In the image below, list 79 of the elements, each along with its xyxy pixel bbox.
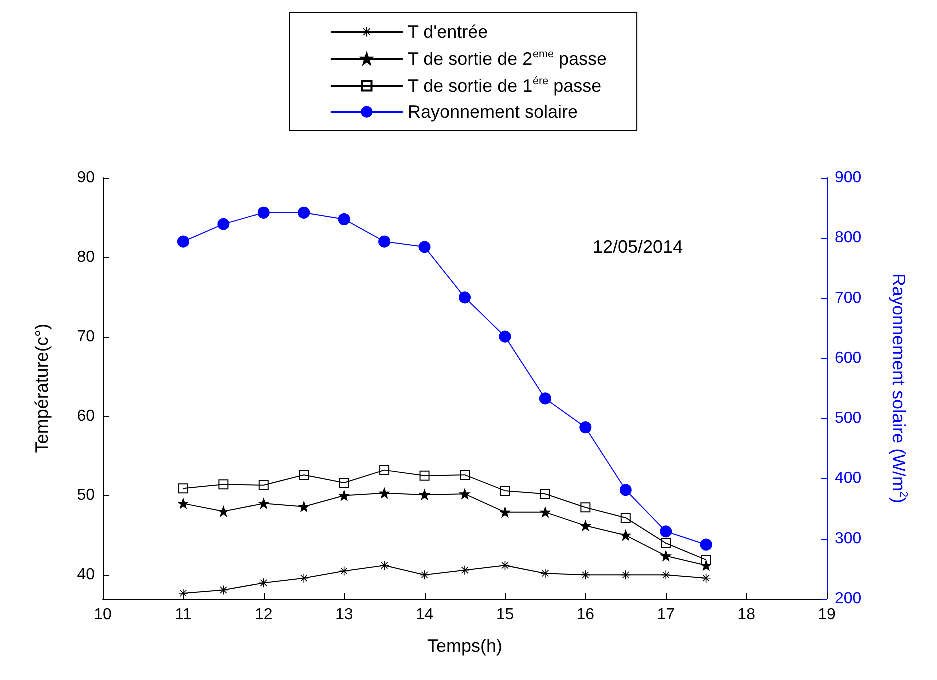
point (298, 206, 310, 219)
point (420, 490, 430, 500)
x-tick-label: 15 (496, 606, 514, 624)
point (662, 570, 671, 580)
point (178, 498, 188, 509)
point (620, 484, 632, 496)
point (661, 538, 672, 548)
y2-tick-label: 700 (835, 290, 862, 307)
point (620, 512, 631, 523)
point (500, 507, 510, 518)
point (380, 561, 390, 570)
y-tick-label: 40 (77, 566, 96, 584)
y2-tick-label: 400 (835, 470, 862, 488)
point (258, 480, 269, 490)
point (661, 551, 672, 562)
point (258, 206, 270, 219)
point (418, 241, 431, 254)
y2-tick-label: 300 (835, 530, 862, 548)
point (259, 578, 268, 588)
point (500, 486, 510, 496)
point (499, 330, 512, 343)
point (380, 488, 390, 498)
point (540, 489, 550, 500)
point (460, 489, 470, 500)
x-tick-label: 10 (94, 606, 112, 624)
point (258, 498, 269, 509)
point (299, 502, 310, 512)
point (580, 422, 592, 434)
point (660, 526, 672, 538)
point (420, 470, 430, 481)
y2-tick-label: 500 (835, 410, 862, 428)
point (299, 470, 310, 480)
legend-label: T d'entrée (408, 22, 488, 42)
y2-tick-label: 600 (835, 350, 862, 367)
point (338, 214, 350, 226)
point (300, 574, 309, 583)
point (380, 465, 390, 476)
point (701, 555, 712, 566)
y-tick-label: 90 (77, 170, 96, 186)
point (218, 218, 230, 230)
x-tick-label: 12 (254, 606, 273, 624)
point (580, 502, 591, 513)
annotation: 12/05/2014 (593, 237, 684, 257)
y2-tick-label: 800 (835, 230, 862, 247)
x-tick-label: 11 (175, 606, 192, 624)
point (540, 569, 550, 578)
y-tick-label: 70 (77, 328, 96, 346)
point (460, 566, 470, 575)
point (539, 392, 552, 405)
point (621, 570, 630, 580)
y-tick-label: 60 (77, 408, 96, 425)
legend-label: Rayonnement solaire (408, 102, 578, 122)
point (339, 478, 350, 488)
point (218, 480, 229, 490)
x-tick-label: 13 (335, 606, 354, 624)
point (702, 574, 711, 583)
point (700, 538, 712, 551)
y2-tick-label: 200 (835, 590, 862, 608)
y2-tick-label: 900 (835, 170, 862, 186)
y-tick-label: 80 (77, 248, 96, 266)
x-tick-label: 14 (416, 606, 434, 624)
point (218, 506, 229, 517)
y-axis-title: Température(c°) (32, 324, 52, 454)
y2-axis-title: Rayonnement solaire (W/m2) (889, 273, 910, 504)
x-axis-title: Temps(h) (427, 636, 503, 656)
point (580, 520, 591, 531)
x-tick-label: 17 (657, 606, 676, 624)
x-tick-label: 19 (818, 606, 836, 624)
point (178, 484, 188, 494)
point (339, 490, 350, 501)
point (459, 292, 471, 304)
point (620, 530, 631, 540)
point (460, 470, 470, 480)
point (177, 236, 190, 248)
point (540, 507, 550, 518)
x-tick-label: 16 (576, 606, 595, 624)
y-tick-label: 50 (77, 487, 96, 504)
point (378, 236, 391, 248)
x-tick-label: 18 (738, 606, 756, 624)
